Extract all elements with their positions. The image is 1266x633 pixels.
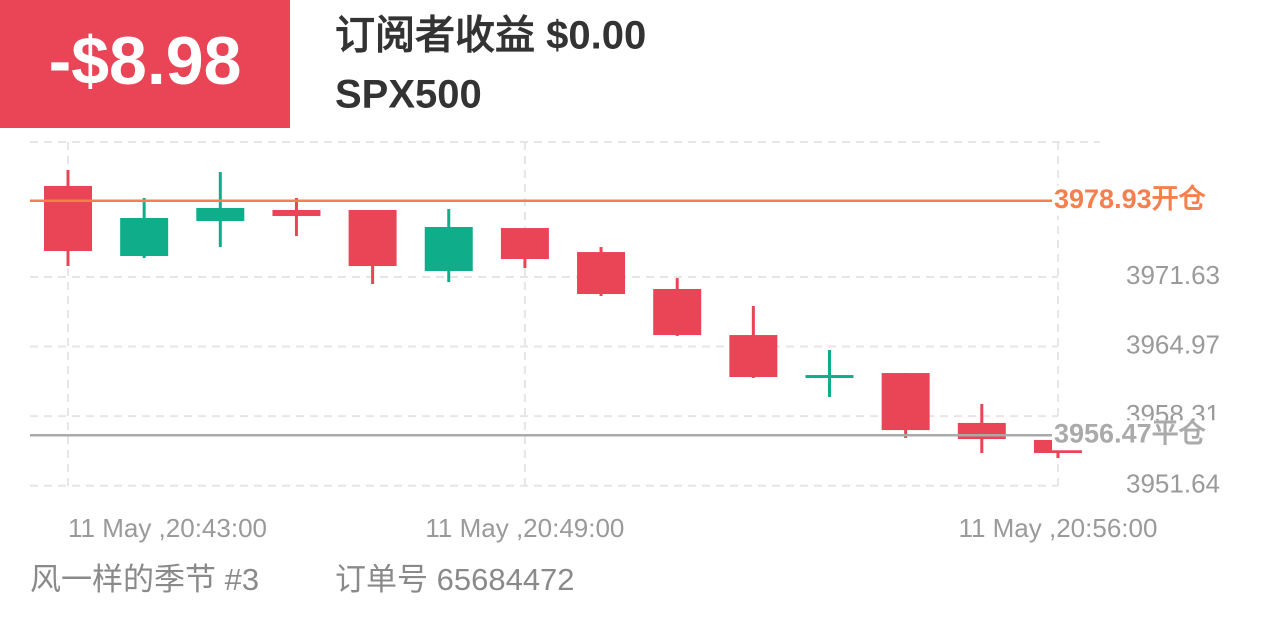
symbol: SPX500 [335, 73, 482, 117]
x-tick-label: 11 May ,20:56:00 [958, 513, 1157, 543]
candle-body [500, 228, 549, 260]
close-price-label-bg [1052, 420, 1224, 451]
candle-body [729, 335, 778, 378]
candle-body [881, 373, 930, 431]
candle-body [805, 375, 854, 379]
y-tick-label: 3971.63 [1126, 260, 1220, 290]
open-price-label-bg [1052, 185, 1224, 216]
candle-body [424, 226, 473, 272]
x-tick-label: 11 May ,20:43:00 [68, 513, 267, 543]
candle-body [196, 207, 245, 222]
profit-badge [0, 0, 290, 128]
candle-body [653, 289, 702, 336]
candle-body [272, 209, 321, 217]
user-name: 风一样的季节 #3 [30, 562, 259, 597]
open-price-label: 3978.93开仓 [1054, 184, 1207, 214]
y-tick-label: 3964.97 [1126, 329, 1220, 359]
candle-body [957, 422, 1006, 440]
candle-body [577, 252, 626, 295]
order-number: 订单号 65684472 [335, 562, 575, 597]
x-tick-label: 11 May ,20:49:00 [425, 513, 624, 543]
candle-body [348, 209, 397, 267]
candle-body [120, 218, 169, 257]
close-price-label: 3956.47平仓 [1054, 418, 1207, 448]
profit: -$8.98 [49, 23, 242, 99]
y-tick-label: 3951.64 [1126, 469, 1220, 499]
candle-body [44, 185, 92, 251]
title: 订阅者收益 $0.00 [335, 14, 646, 58]
